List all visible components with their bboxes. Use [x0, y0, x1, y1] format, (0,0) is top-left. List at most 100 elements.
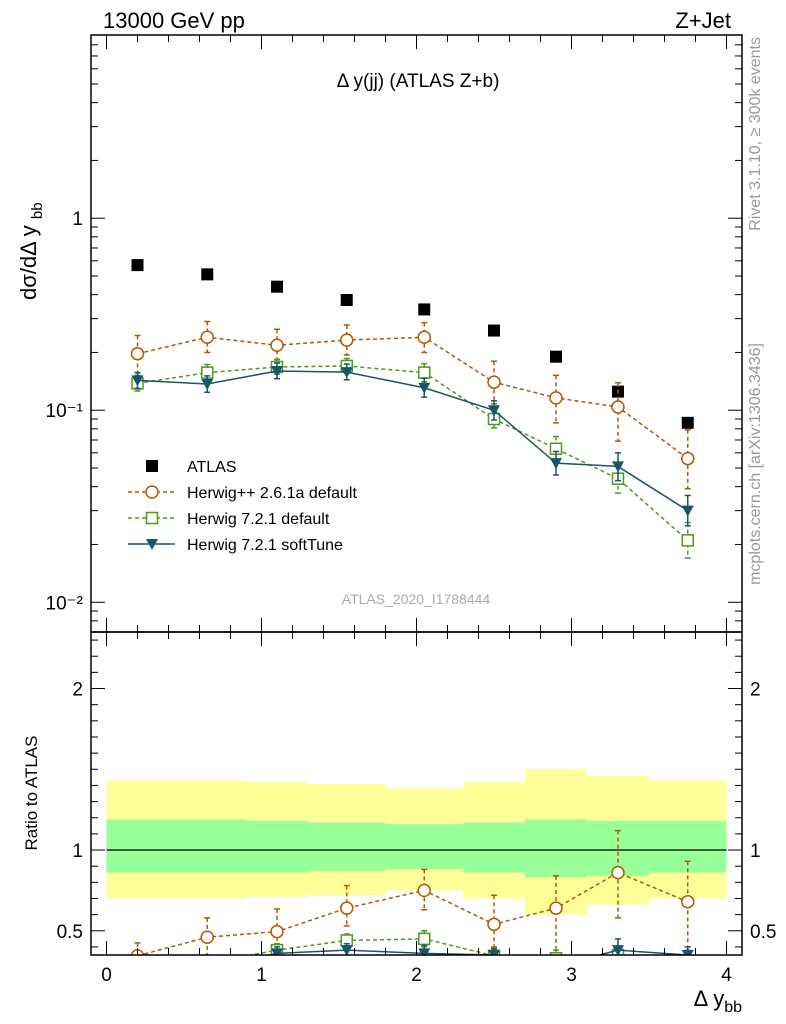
data-point-softtune — [488, 405, 500, 417]
y-tick-label-ratio: 2 — [72, 680, 83, 701]
series-line-herwigpp — [137, 336, 689, 460]
data-point-herwigpp — [549, 391, 563, 405]
uncertainty-band-inner — [525, 819, 587, 878]
y-axis-label-ratio: Ratio to ATLAS — [22, 736, 41, 851]
x-axis-label: Δ ybb — [694, 986, 742, 1016]
legend-label-atlas: ATLAS — [187, 459, 237, 476]
ratio-point-softtune — [681, 950, 694, 955]
uncertainty-band-inner — [463, 822, 525, 873]
y-axis-label-main-text: dσ/dΔ y — [16, 225, 41, 300]
ratio-point-softtune — [271, 948, 283, 955]
data-point-herwigpp — [611, 400, 625, 414]
ratio-point-softtune — [132, 966, 144, 977]
ratio-point-herwig721 — [418, 932, 431, 946]
legend-marker-atlas — [146, 460, 158, 472]
y-axis-label-main: dσ/dΔ y bb — [16, 202, 46, 300]
ratio-point-herwig721 — [132, 967, 143, 978]
legend-label-herwigpp: Herwig++ 2.6.1a default — [187, 485, 357, 502]
x-tick-label: 2 — [411, 965, 422, 986]
ratio-point-herwigpp — [417, 883, 431, 898]
x-tick-label: 0 — [101, 965, 112, 986]
ratio-point-herwig721 — [549, 951, 563, 955]
y-tick-label-main: 10⁻¹ — [46, 401, 84, 422]
ratio-series-herwigpp — [130, 829, 695, 955]
header-left-label: 13000 GeV pp — [103, 8, 245, 33]
legend-label-softtune: Herwig 7.2.1 softTune — [187, 537, 343, 554]
y-tick-label-ratio-right: 1 — [750, 841, 761, 862]
legend-marker-herwig721 — [145, 511, 159, 525]
legend-marker-herwigpp — [145, 485, 159, 499]
y-axis-label-main-subscript: bb — [29, 202, 46, 219]
series-softtune — [131, 362, 694, 527]
data-point-herwigpp — [487, 375, 501, 389]
y-tick-label-ratio: 1 — [72, 841, 83, 862]
data-point-atlas — [488, 324, 500, 337]
data-point-herwigpp — [417, 330, 431, 344]
main-panel-title: Δ y(jj) (ATLAS Z+b) — [337, 71, 500, 92]
header-right-label: Z+Jet — [675, 8, 731, 33]
x-tick-label: 3 — [566, 965, 577, 986]
data-point-herwigpp — [200, 330, 214, 344]
data-point-softtune — [201, 378, 214, 390]
data-point-softtune — [550, 458, 562, 470]
data-point-atlas — [340, 294, 353, 307]
ratio-panel-axes: 0 1 2 3 4 0.5 0.5 1 1 2 2 — [57, 632, 776, 986]
ratio-point-herwig721 — [682, 966, 693, 977]
data-point-softtune — [271, 366, 283, 378]
ratio-panel: 0 1 2 3 4 0.5 0.5 1 1 2 2 Ratio to ATLAS — [22, 631, 776, 986]
data-point-softtune — [681, 505, 694, 517]
ratio-panel-marks — [106, 769, 727, 978]
x-axis-label-subscript: bb — [724, 999, 742, 1016]
ratio-point-herwig721 — [202, 958, 213, 969]
main-panel-axes: 10⁻² 10⁻¹ 1 — [46, 34, 742, 633]
data-point-softtune — [340, 367, 353, 379]
data-point-herwigpp — [270, 338, 284, 353]
x-axis-label-text: Δ y — [694, 986, 725, 1011]
ratio-point-herwigpp — [200, 930, 214, 944]
uncertainty-band-inner — [385, 824, 463, 870]
analysis-label: ATLAS_2020_I1788444 — [342, 591, 491, 607]
uncertainty-band-inner — [246, 820, 308, 873]
data-point-atlas — [681, 416, 694, 429]
uncertainty-band-inner — [106, 819, 169, 873]
data-point-herwig721 — [418, 366, 431, 379]
mcplots-reference-label: mcplots.cern.ch [arXiv:1306.3436] — [747, 343, 764, 585]
uncertainty-band-inner — [168, 819, 246, 873]
series-herwigpp — [130, 320, 695, 490]
series-atlas — [131, 259, 694, 429]
data-point-atlas — [418, 303, 431, 316]
ratio-point-softtune — [201, 963, 213, 974]
ratio-point-softtune — [340, 945, 353, 955]
y-tick-label-main: 10⁻² — [46, 593, 84, 614]
x-tick-label: 4 — [721, 965, 732, 986]
data-point-softtune — [131, 375, 144, 387]
data-point-herwig721 — [681, 534, 694, 547]
ratio-point-softtune — [488, 950, 500, 955]
legend: ATLAS Herwig++ 2.6.1a default Herwig 7.2.1… — [128, 459, 357, 554]
x-tick-label: 1 — [256, 965, 267, 986]
data-point-atlas — [550, 350, 562, 363]
legend-label-herwig721: Herwig 7.2.1 default — [187, 511, 330, 528]
ratio-point-softtune — [612, 945, 624, 955]
y-tick-label-ratio-right: 2 — [750, 680, 761, 701]
ratio-point-herwigpp — [270, 924, 284, 939]
rivet-version-label: Rivet 3.1.10, ≥ 300k events — [747, 37, 764, 231]
data-point-herwigpp — [681, 451, 695, 466]
data-point-softtune — [418, 382, 431, 394]
data-point-atlas — [201, 268, 214, 281]
ratio-point-herwigpp — [487, 917, 501, 932]
ratio-series-softtune — [132, 938, 694, 977]
ratio-point-herwigpp — [611, 865, 625, 880]
data-point-herwigpp — [340, 333, 354, 347]
ratio-point-softtune — [550, 961, 562, 972]
y-tick-label-ratio: 0.5 — [57, 922, 83, 943]
ratio-point-herwigpp — [549, 901, 563, 915]
y-tick-label-main: 1 — [72, 209, 83, 230]
legend-marker-softtune — [146, 539, 158, 550]
uncertainty-band-inner — [308, 822, 386, 872]
data-point-atlas — [271, 280, 283, 293]
ratio-point-softtune — [418, 948, 431, 955]
data-point-herwigpp — [130, 346, 145, 361]
data-point-softtune — [612, 461, 624, 473]
